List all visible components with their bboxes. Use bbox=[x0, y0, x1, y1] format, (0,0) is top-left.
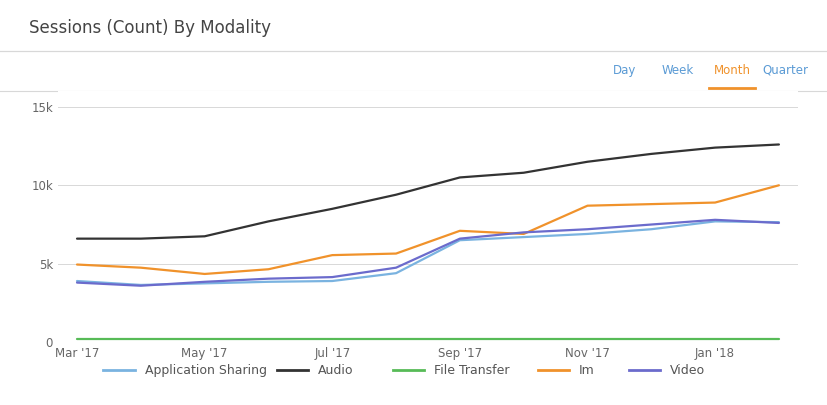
Text: Audio: Audio bbox=[318, 364, 354, 377]
Text: Application Sharing: Application Sharing bbox=[145, 364, 267, 377]
Text: Video: Video bbox=[670, 364, 705, 377]
Text: Im: Im bbox=[579, 364, 595, 377]
Text: Week: Week bbox=[662, 64, 694, 77]
Text: File Transfer: File Transfer bbox=[434, 364, 509, 377]
Text: Quarter: Quarter bbox=[762, 64, 809, 77]
Text: Month: Month bbox=[714, 64, 750, 77]
Text: Sessions (Count) By Modality: Sessions (Count) By Modality bbox=[29, 19, 271, 37]
Text: Day: Day bbox=[613, 64, 636, 77]
